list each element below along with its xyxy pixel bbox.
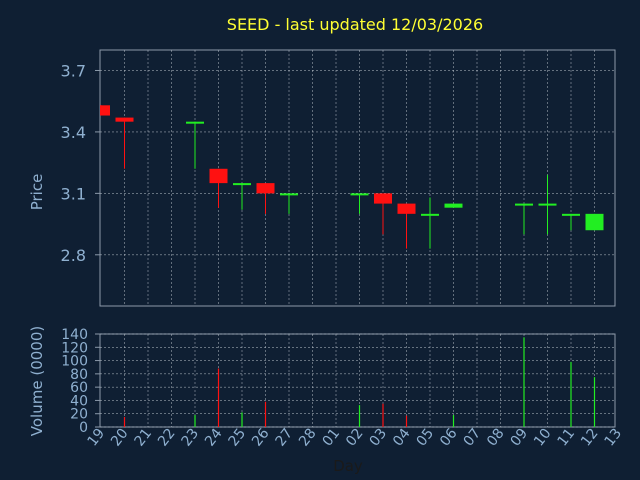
x-tick-label: 11 bbox=[555, 426, 579, 450]
candle-body-23 bbox=[186, 121, 204, 124]
x-tick-label: 20 bbox=[108, 426, 132, 450]
volume-y-tick-label: 100 bbox=[61, 354, 88, 370]
x-tick-label: 23 bbox=[179, 426, 203, 450]
candle-body-11 bbox=[562, 213, 580, 216]
x-tick-label: 28 bbox=[296, 426, 320, 450]
price-y-tick-label: 3.4 bbox=[61, 123, 86, 142]
x-axis-ticks: 19 20 21 22 23 24 25 26 27 28 01 02 03 04 05 06 07 08 09 10… bbox=[85, 426, 626, 450]
x-axis-label: Day bbox=[333, 457, 363, 475]
x-tick-label: 27 bbox=[273, 426, 297, 450]
x-tick-label: 13 bbox=[602, 426, 626, 450]
candle-body-06 bbox=[444, 203, 463, 208]
price-grid bbox=[100, 50, 615, 306]
price-y-axis-ticks: 2.8 3.1 3.4 3.7 bbox=[61, 61, 100, 265]
candle-body-03 bbox=[374, 193, 392, 204]
x-tick-label: 06 bbox=[437, 426, 461, 450]
volume-y-tick-label: 140 bbox=[61, 327, 88, 343]
candle-body-24 bbox=[209, 168, 228, 184]
x-tick-label: 22 bbox=[155, 426, 179, 450]
volume-y-tick-label: 0 bbox=[79, 420, 88, 436]
volume-y-axis-label: Volume (0000) bbox=[28, 326, 46, 436]
x-tick-label: 12 bbox=[578, 426, 602, 450]
volume-y-tick-label: 20 bbox=[70, 407, 88, 423]
x-tick-label: 07 bbox=[461, 426, 485, 450]
price-y-tick-label: 3.7 bbox=[61, 61, 86, 80]
candle-body-27 bbox=[280, 193, 298, 196]
candles bbox=[100, 105, 604, 249]
price-y-axis-label: Price bbox=[28, 174, 46, 211]
price-panel: 2.8 3.1 3.4 3.7 Price bbox=[28, 49, 616, 307]
x-tick-label: 19 bbox=[85, 426, 109, 450]
volume-bars bbox=[123, 337, 596, 427]
x-tick-label: 10 bbox=[531, 426, 555, 450]
candle-body-10 bbox=[538, 203, 557, 206]
x-tick-label: 09 bbox=[508, 426, 532, 450]
price-y-tick-label: 3.1 bbox=[61, 184, 86, 203]
candle-body-02 bbox=[350, 193, 369, 196]
volume-grid bbox=[100, 333, 615, 428]
candle-body-20 bbox=[115, 117, 134, 122]
candle-body-19 bbox=[100, 105, 110, 116]
x-tick-label: 03 bbox=[367, 426, 391, 450]
x-tick-label: 05 bbox=[414, 426, 438, 450]
candle-body-25 bbox=[233, 183, 251, 186]
x-tick-label: 08 bbox=[484, 426, 508, 450]
price-plot-frame bbox=[99, 49, 616, 307]
x-tick-label: 01 bbox=[320, 426, 344, 450]
volume-y-tick-label: 120 bbox=[61, 340, 88, 356]
x-tick-label: 24 bbox=[202, 426, 226, 450]
candle-body-04 bbox=[397, 203, 416, 214]
x-tick-label: 21 bbox=[132, 426, 156, 450]
chart-title: SEED - last updated 12/03/2026 bbox=[227, 15, 483, 34]
volume-plot-frame bbox=[99, 333, 616, 428]
x-tick-label: 04 bbox=[390, 426, 414, 450]
price-y-tick-label: 2.8 bbox=[61, 246, 86, 265]
volume-y-tick-label: 60 bbox=[70, 380, 88, 396]
candle-body-26 bbox=[256, 183, 275, 194]
volume-y-tick-label: 80 bbox=[70, 367, 88, 383]
candle-body-05 bbox=[421, 213, 439, 216]
candle-body-12 bbox=[585, 213, 604, 231]
volume-y-tick-label: 40 bbox=[70, 393, 88, 409]
x-tick-label: 25 bbox=[226, 426, 250, 450]
x-tick-label: 26 bbox=[249, 426, 273, 450]
x-tick-label: 02 bbox=[343, 426, 367, 450]
candle-body-09 bbox=[515, 203, 533, 206]
